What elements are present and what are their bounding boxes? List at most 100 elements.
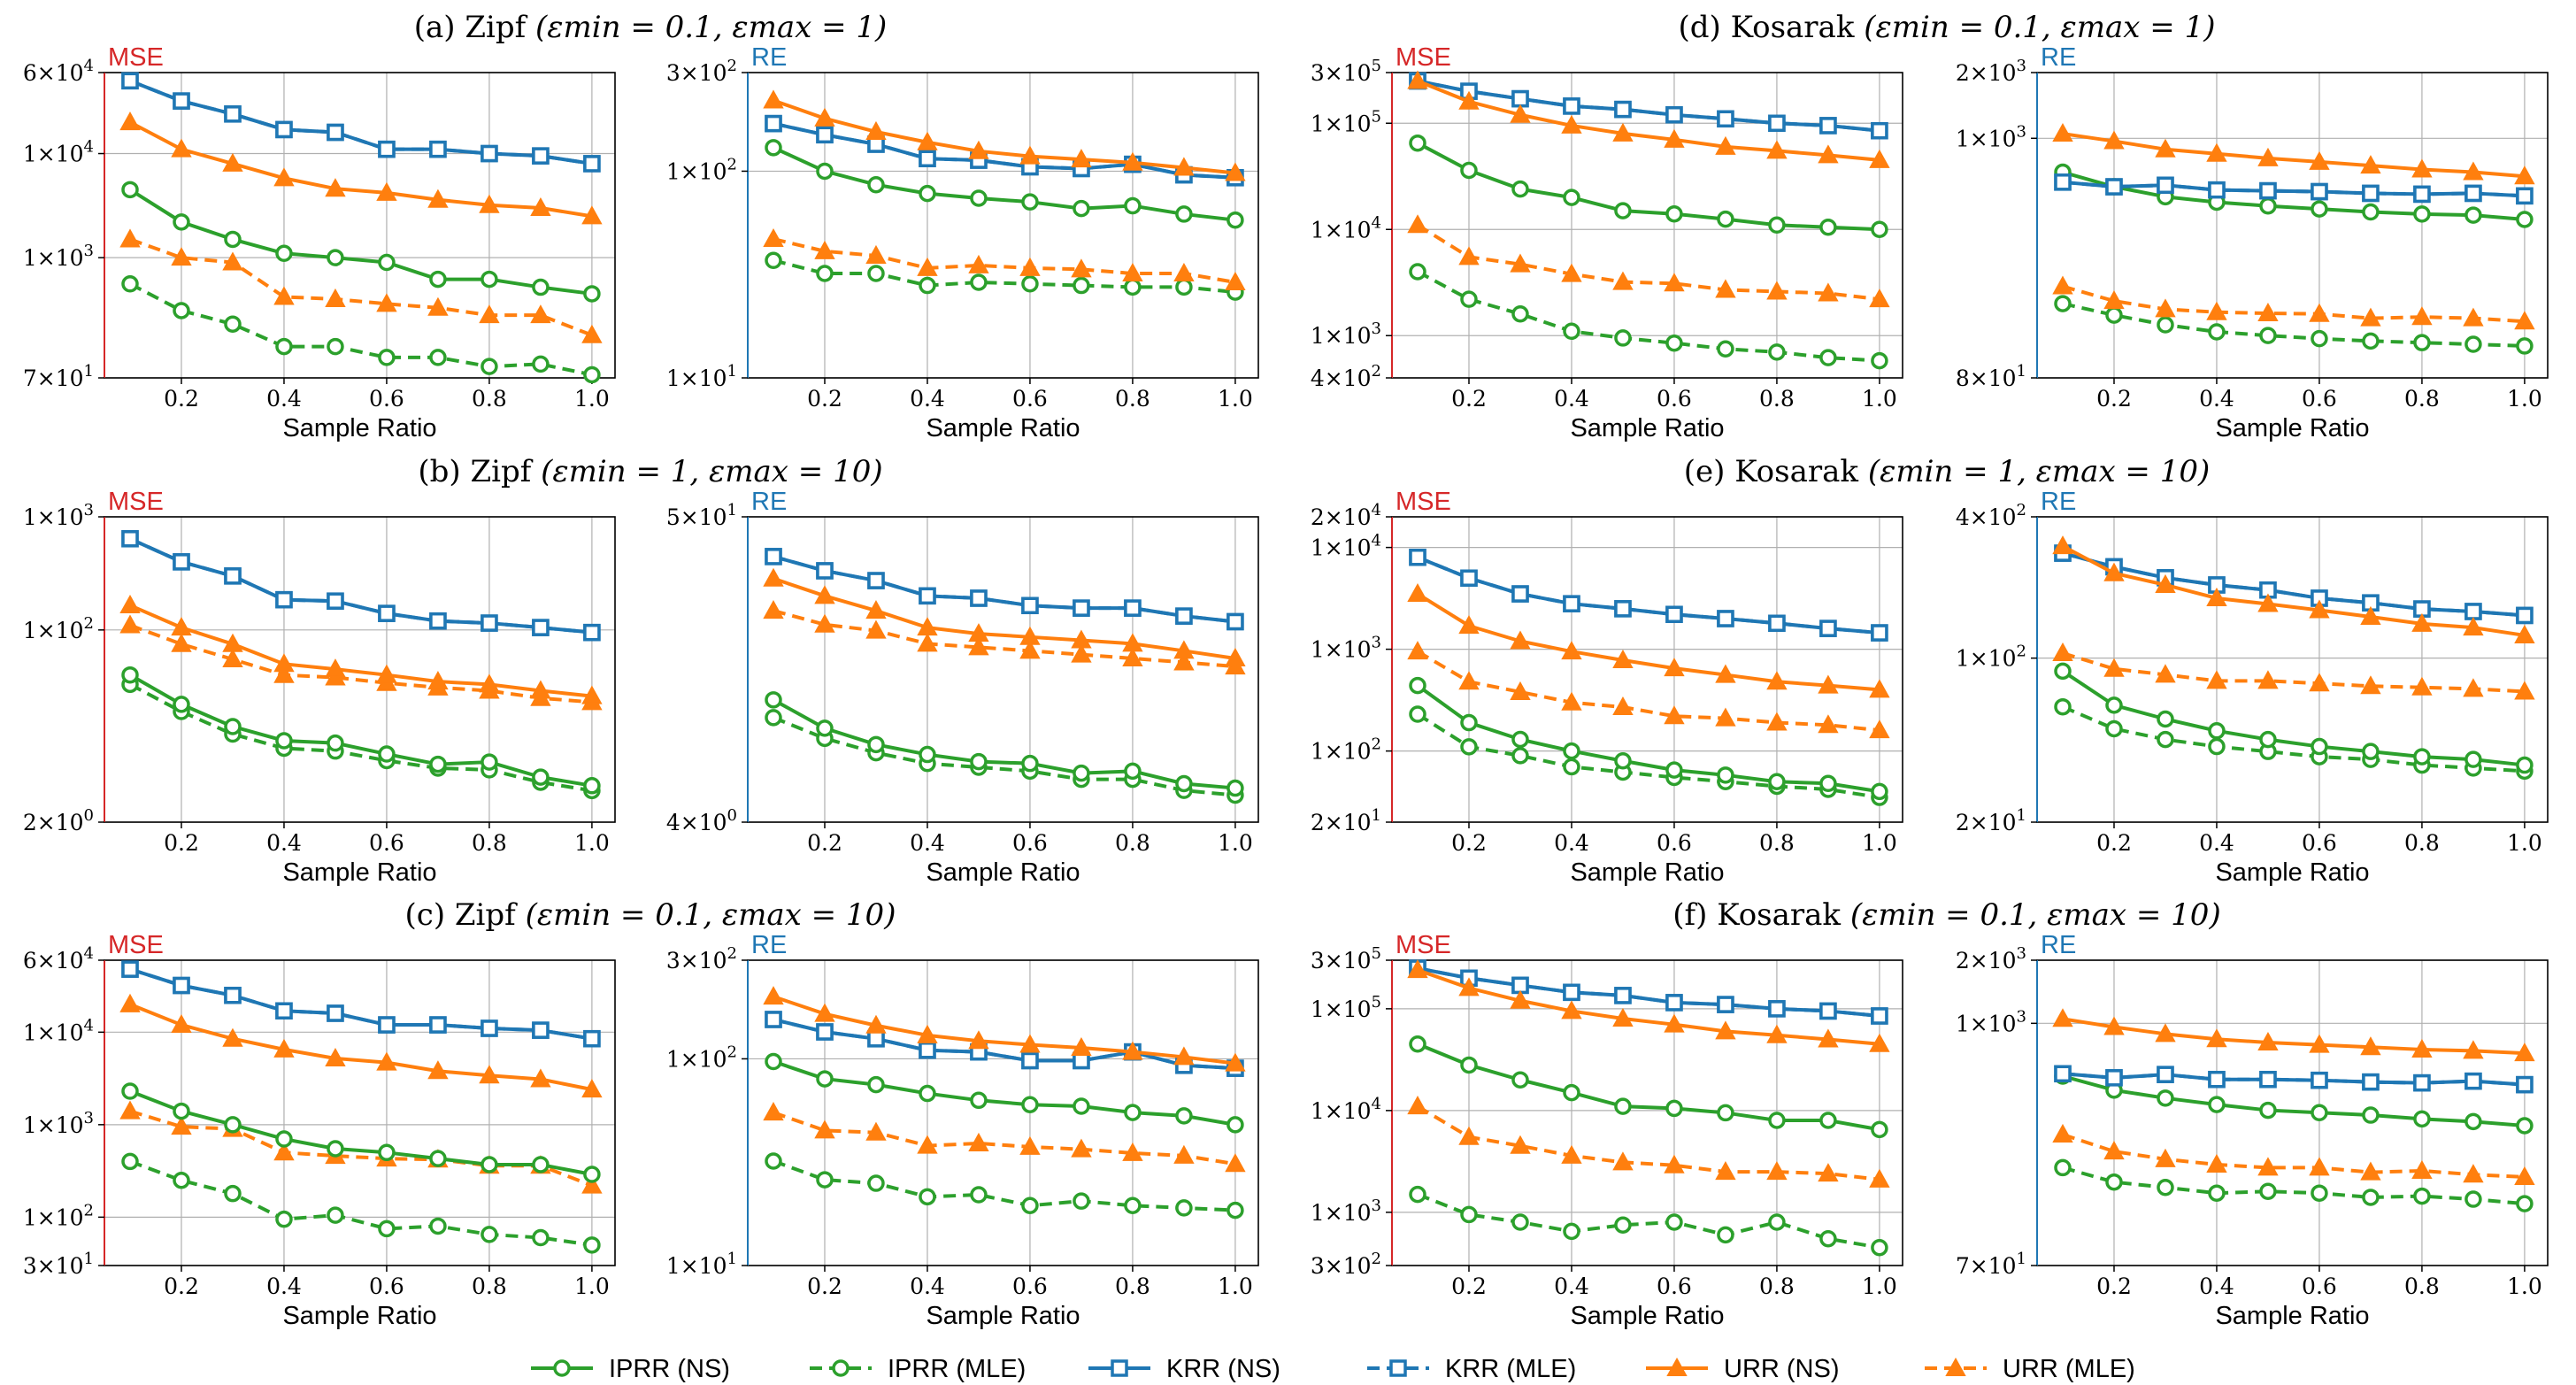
series-krr-ns	[121, 960, 601, 1048]
x-axis-label: Sample Ratio	[926, 1302, 1080, 1330]
data-point	[2514, 311, 2535, 330]
data-point	[173, 553, 190, 571]
panel-title-params: (εmin = 0.1, εmax = 1)	[1864, 10, 2215, 45]
data-point	[1818, 282, 1839, 302]
data-point	[275, 244, 293, 263]
data-point	[1071, 1138, 1092, 1158]
data-point	[2208, 181, 2226, 199]
data-point	[481, 753, 498, 771]
data-point	[2309, 150, 2330, 170]
series-krr-ns	[2054, 544, 2534, 625]
y-tick-label: 4×102	[1311, 362, 1381, 391]
data-point	[325, 288, 346, 307]
panel-title-gap	[526, 10, 535, 45]
x-tick-label: 1.0	[2507, 1273, 2542, 1299]
series-urr-mle	[2052, 275, 2535, 330]
data-point	[1510, 104, 1531, 123]
data-point	[2465, 603, 2482, 620]
data-point	[1511, 747, 1529, 765]
series-line	[2062, 1133, 2525, 1179]
data-point	[327, 1140, 344, 1158]
data-point	[2155, 138, 2176, 158]
y-tick-label: 1×103	[1956, 1007, 2026, 1036]
data-point	[1510, 681, 1531, 700]
legend-marker	[1945, 1357, 1966, 1376]
data-point	[2206, 142, 2227, 162]
data-point	[814, 107, 835, 127]
y-tick-exponent: 4	[84, 944, 94, 963]
data-point	[121, 960, 139, 978]
data-point	[2054, 1158, 2072, 1177]
y-tick-label: 1×102	[23, 614, 94, 643]
series-line	[129, 604, 593, 698]
data-point	[919, 1042, 936, 1059]
panel-title-name: (b) Zipf	[418, 454, 533, 489]
data-point	[1717, 340, 1734, 358]
series-iprr-ns	[1409, 134, 1888, 239]
data-point	[532, 768, 550, 786]
y-tick-base: 1	[1311, 739, 1325, 765]
series-line	[2062, 1166, 2526, 1206]
data-point	[1175, 205, 1193, 223]
data-point	[2311, 1184, 2328, 1202]
data-point	[2259, 1070, 2277, 1089]
data-point	[2105, 306, 2123, 324]
y-tick-exponent: 3	[2017, 122, 2026, 141]
data-point	[121, 181, 139, 199]
data-point	[1458, 615, 1480, 635]
data-point	[2257, 670, 2279, 689]
data-point	[1768, 1000, 1786, 1018]
series-line	[1416, 592, 1880, 692]
data-point	[327, 249, 344, 266]
y-tick-base: 3	[666, 60, 681, 86]
data-point	[2208, 1184, 2226, 1202]
series-urr-ns	[1407, 582, 1890, 698]
data-point	[1612, 122, 1634, 142]
y-tick-exponent: 3	[2017, 1007, 2026, 1026]
data-point	[378, 604, 396, 622]
series-urr-mle	[763, 227, 1246, 291]
data-point	[1665, 1213, 1683, 1231]
data-point	[1124, 762, 1142, 781]
data-point	[273, 1038, 295, 1058]
data-point	[1409, 1185, 1426, 1204]
y-tick-base: 1	[1311, 637, 1325, 663]
series-line	[2062, 284, 2526, 324]
y-tick-times: ×10	[1970, 1253, 2017, 1279]
series-line	[1417, 79, 1880, 133]
x-tick-label: 1.0	[1218, 830, 1253, 856]
data-point	[2105, 1069, 2123, 1087]
data-point	[867, 735, 885, 754]
y-tick-exponent: 2	[84, 614, 94, 633]
data-point	[1226, 779, 1244, 797]
series-line	[2062, 1017, 2526, 1056]
series-urr-ns	[763, 986, 1246, 1072]
data-point	[2516, 211, 2534, 228]
y-tick-base: 1	[1311, 111, 1325, 136]
data-point	[1511, 180, 1529, 198]
series-urr-ns	[119, 112, 603, 225]
series-urr-mle	[1407, 641, 1890, 739]
series-iprr-mle	[1409, 263, 1888, 370]
data-point	[2463, 617, 2484, 636]
data-point	[1561, 691, 1582, 711]
data-point	[2157, 1179, 2174, 1196]
series-line	[1417, 968, 1880, 1046]
data-point	[173, 92, 190, 110]
y-tick-base: 1	[666, 365, 681, 391]
y-tick-base: 1	[23, 1112, 37, 1138]
data-point	[2362, 1106, 2380, 1124]
series-line	[1417, 141, 1880, 232]
data-point	[1019, 640, 1041, 659]
data-point	[1407, 959, 1428, 979]
y-tick-exponent: 3	[2017, 944, 2026, 963]
y-tick-exponent: 2	[1372, 735, 1381, 754]
data-point	[1460, 1056, 1478, 1074]
y-tick-label: 3×102	[666, 57, 737, 86]
x-tick-label: 0.4	[1554, 1273, 1589, 1299]
data-point	[1664, 705, 1685, 725]
data-point	[1173, 1144, 1195, 1164]
x-tick-label: 0.8	[1115, 1273, 1150, 1299]
